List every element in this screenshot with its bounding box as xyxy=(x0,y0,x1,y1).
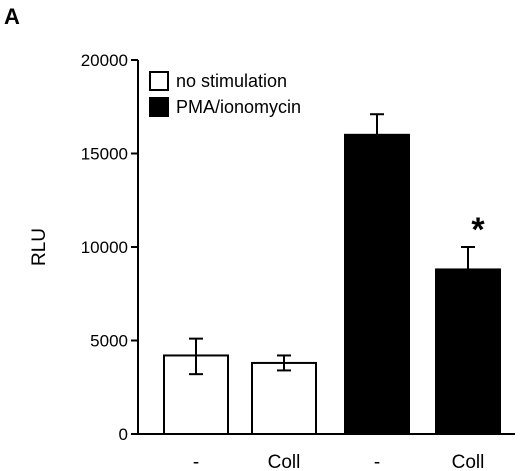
legend-swatch xyxy=(149,97,169,117)
bar xyxy=(163,354,229,435)
y-tick-label: 10000 xyxy=(81,238,128,257)
y-axis-label: RLU xyxy=(29,228,50,266)
y-tick-label: 0 xyxy=(119,425,128,444)
plot-area: 0 5000 10000 15000 20000 - Coll - * Coll xyxy=(81,51,515,471)
legend-label: PMA/ionomycin xyxy=(176,97,301,117)
x-tick-label: - xyxy=(374,452,380,471)
significance-marker: * xyxy=(471,211,485,249)
panel-label: A xyxy=(4,4,20,29)
x-tick-label: Coll xyxy=(452,452,485,471)
bar xyxy=(344,133,410,436)
bar xyxy=(435,268,501,435)
y-tick-label: 20000 xyxy=(81,51,128,70)
y-tick-label: 5000 xyxy=(90,332,128,351)
legend-label: no stimulation xyxy=(176,71,287,91)
x-tick-label: Coll xyxy=(268,452,301,471)
bar xyxy=(251,361,317,435)
x-tick-label: - xyxy=(193,452,199,471)
y-tick-label: 15000 xyxy=(81,145,128,164)
legend: no stimulation PMA/ionomycin xyxy=(149,71,301,117)
legend-swatch xyxy=(149,71,169,91)
